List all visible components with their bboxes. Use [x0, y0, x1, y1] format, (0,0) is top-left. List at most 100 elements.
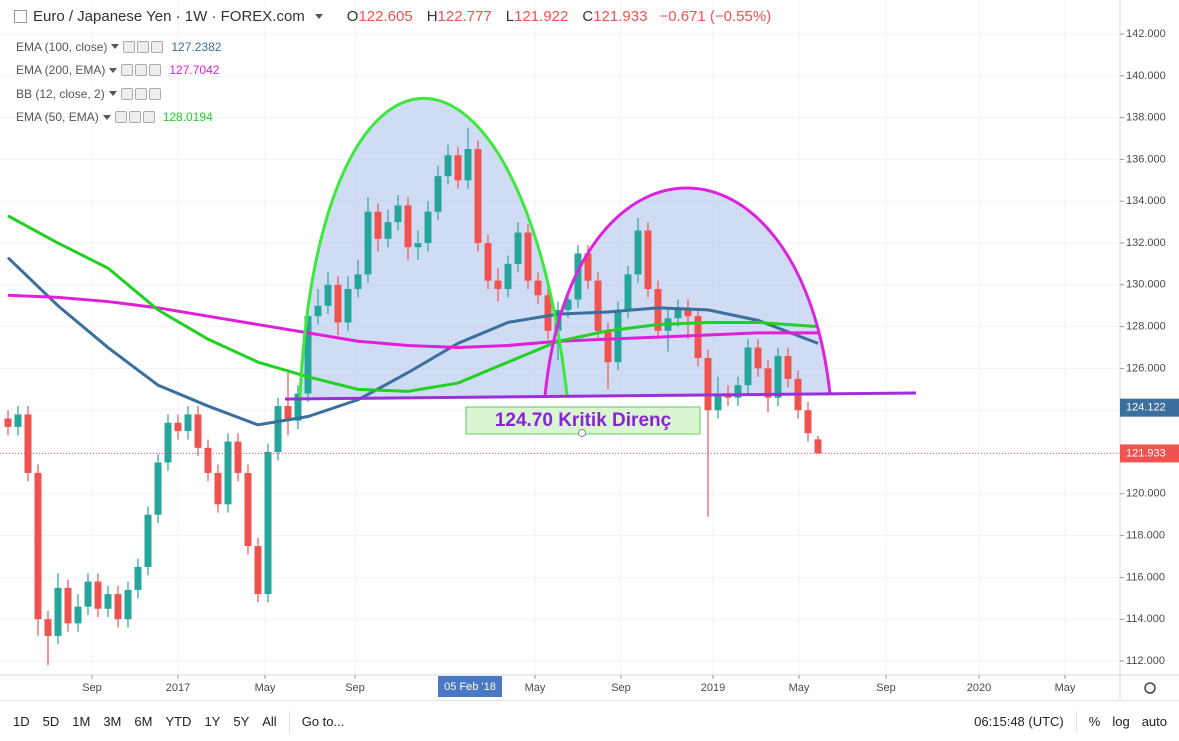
option-button[interactable]: log [1112, 714, 1130, 729]
legend-icon[interactable] [114, 111, 127, 124]
dropdown [108, 91, 117, 97]
candle-body [224, 441, 232, 505]
candle-body [804, 410, 812, 434]
range-button[interactable]: 5Y [233, 714, 250, 729]
ranges: 1D 5D 1M 3M 6M YTD 1Y 5Y All [0, 714, 277, 729]
legend-icon[interactable] [149, 64, 162, 77]
ohlc-item: C121.933 [582, 8, 647, 25]
ohlc-value: 121.933 [593, 8, 648, 25]
range-button[interactable]: YTD [165, 714, 192, 729]
candle-body [404, 205, 412, 248]
candle-body [414, 243, 422, 248]
ohlc-key: L [505, 8, 515, 25]
candle-body [294, 393, 302, 421]
y-tick-label: 130.000 [1126, 279, 1166, 291]
candle-body [104, 594, 112, 609]
candle-body [684, 307, 692, 317]
candle-body [714, 393, 722, 411]
goto[interactable]: Go to... [301, 714, 345, 729]
candle-body [524, 232, 532, 281]
candle-body [504, 263, 512, 290]
legend: EMA (100, close) 127.2382 EMA (200, EMA) 12… [16, 35, 221, 129]
range-button[interactable]: 6M [134, 714, 153, 729]
y-tick-label: 136.000 [1126, 153, 1166, 165]
x-tick-label: May [525, 682, 546, 694]
candle-body [734, 385, 742, 398]
dropdown [111, 44, 120, 50]
dropdown[interactable] [314, 14, 323, 19]
candle-body [584, 253, 592, 281]
crosshair-label: 05 Feb '18 [444, 681, 496, 693]
candle-body [204, 447, 212, 473]
range-button[interactable]: 5D [42, 714, 60, 729]
ohlc-value: 122.605 [358, 8, 413, 25]
last-price-label: 121.933 [1126, 447, 1166, 459]
ohlc-item: L121.922 [506, 8, 569, 25]
legend-icon[interactable] [134, 87, 147, 100]
legend-icon[interactable] [148, 87, 161, 100]
settings-icon[interactable] [1144, 682, 1156, 694]
x-tick-label: May [1055, 682, 1076, 694]
x-tick-label: May [789, 682, 810, 694]
resistance-line [284, 391, 917, 401]
range-button[interactable]: 1M [72, 714, 91, 729]
option-button[interactable]: auto [1141, 714, 1167, 729]
pattern-fill [300, 98, 567, 398]
candle-body [194, 414, 202, 448]
candle-body [14, 414, 22, 427]
ohlc-key: C [582, 8, 594, 25]
dropdown [102, 114, 111, 120]
candle-body [534, 280, 542, 296]
legend-row: BB (12, close, 2) [16, 82, 221, 106]
legend-name: EMA (50, EMA) [16, 110, 99, 125]
ohlc: O122.605 H122.777 L121.922 C121.933 [333, 8, 648, 25]
candle-body [754, 347, 762, 369]
change: −0.671 (−0.55%) [659, 8, 772, 25]
x-tick-label: 2017 [166, 682, 190, 694]
head-arc [298, 96, 569, 399]
candle-body [814, 439, 822, 454]
range-button[interactable]: All [262, 714, 277, 729]
candle-body [574, 253, 582, 300]
legend-icon[interactable] [121, 64, 134, 77]
candle-body [74, 606, 82, 624]
candle-body [64, 587, 72, 624]
legend-icon[interactable] [151, 40, 164, 53]
ohlc-key: O [346, 8, 359, 25]
candle-body [34, 472, 42, 620]
candle-body [784, 355, 792, 379]
candle-body [624, 274, 632, 310]
option-button[interactable]: % [1088, 714, 1101, 729]
last-price-box [1120, 444, 1179, 463]
candle-body [344, 289, 352, 323]
legend-icon[interactable] [135, 64, 148, 77]
legend-icon[interactable] [137, 40, 150, 53]
marker-price-box [1120, 398, 1179, 417]
candle-body [304, 316, 312, 394]
legend-row: EMA (100, close) 127.2382 [16, 35, 221, 59]
candle-body [464, 149, 472, 181]
collapse-icon[interactable] [14, 10, 27, 23]
shoulder-arc [543, 186, 832, 397]
candle-body [94, 581, 102, 609]
x-tick-label: Sep [876, 682, 896, 694]
candle-body [154, 462, 162, 515]
toolbar: 1D 5D 1M 3M 6M YTD 1Y 5Y All Go to... 06:15:48 (… [0, 700, 1179, 741]
range-button[interactable]: 1D [13, 714, 30, 729]
legend-icon[interactable] [123, 40, 136, 53]
legend-icon[interactable] [128, 111, 141, 124]
y-tick-label: 126.000 [1126, 362, 1166, 374]
ohlc-item: O122.605 [347, 8, 413, 25]
annotation: 124.70 Kritik Direnç [495, 410, 672, 431]
candle-body [514, 232, 522, 264]
range-button[interactable]: 1Y [204, 714, 221, 729]
legend-icon[interactable] [142, 111, 155, 124]
candle-body [694, 316, 702, 358]
legend-icon[interactable] [120, 87, 133, 100]
ohlc-item: H122.777 [427, 8, 492, 25]
candle-body [324, 284, 332, 306]
candle-body [744, 347, 752, 386]
range-button[interactable]: 3M [103, 714, 122, 729]
candle-body [434, 176, 442, 212]
candle-body [24, 414, 32, 473]
